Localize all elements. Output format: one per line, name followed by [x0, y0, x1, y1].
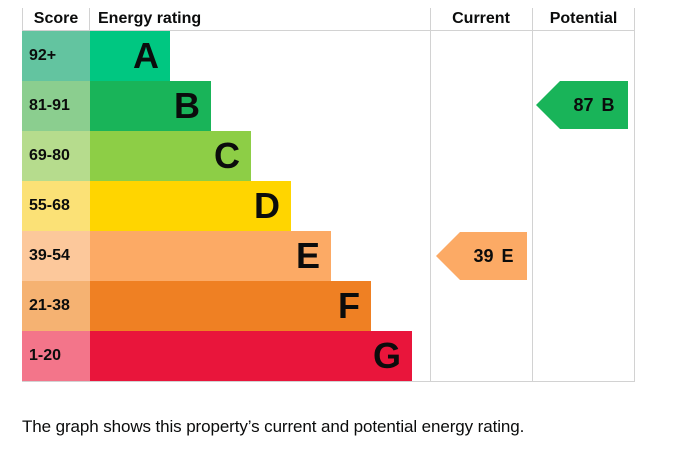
- band-row-d: 55-68 D: [22, 181, 635, 231]
- energy-rating-column-header: Energy rating: [98, 10, 202, 27]
- band-score-cell: 55-68: [22, 181, 90, 231]
- band-letter: D: [254, 185, 280, 226]
- band-score-cell: 39-54: [22, 231, 90, 281]
- band-score-cell: 69-80: [22, 131, 90, 181]
- potential-column-divider: [532, 8, 533, 381]
- band-score-cell: 92+: [22, 31, 90, 81]
- band-row-e: 39-54 E: [22, 231, 635, 281]
- chart-header-row: Score Energy rating Current Potential: [22, 8, 635, 31]
- band-letter: E: [295, 235, 320, 276]
- current-rating-band: E: [501, 246, 514, 266]
- band-score-cell: 81-91: [22, 81, 90, 131]
- band-letter: F: [338, 285, 360, 326]
- current-rating-value: 39: [473, 246, 494, 266]
- band-score-cell: 1-20: [22, 331, 90, 381]
- current-column-divider: [430, 8, 431, 381]
- band-row-c: 69-80 C: [22, 131, 635, 181]
- band-bar: D: [90, 181, 291, 231]
- score-column-header: Score: [22, 8, 90, 30]
- band-rows: 92+ A 81-91 B 69-80 C 55-68 D 39-54: [22, 31, 635, 381]
- band-score-cell: 21-38: [22, 281, 90, 331]
- potential-column-header: Potential: [549, 10, 618, 27]
- band-bar: E: [90, 231, 331, 281]
- band-row-b: 81-91 B: [22, 81, 635, 131]
- band-bar: A: [90, 31, 170, 81]
- band-row-f: 21-38 F: [22, 281, 635, 331]
- band-letter: A: [133, 35, 159, 76]
- band-bar: B: [90, 81, 211, 131]
- band-bar: G: [90, 331, 412, 381]
- potential-rating-value: 87: [573, 95, 594, 115]
- band-row-a: 92+ A: [22, 31, 635, 81]
- chart-caption: The graph shows this property’s current …: [22, 417, 525, 436]
- band-row-g: 1-20 G: [22, 331, 635, 381]
- band-bar: F: [90, 281, 371, 331]
- band-letter: C: [214, 135, 240, 176]
- band-letter: G: [372, 335, 401, 376]
- energy-rating-chart: Score Energy rating Current Potential 92…: [22, 8, 635, 382]
- current-column-header: Current: [452, 10, 510, 27]
- band-letter: B: [174, 85, 200, 126]
- band-bar: C: [90, 131, 251, 181]
- potential-rating-band: B: [601, 95, 615, 115]
- table-right-border: [634, 8, 635, 381]
